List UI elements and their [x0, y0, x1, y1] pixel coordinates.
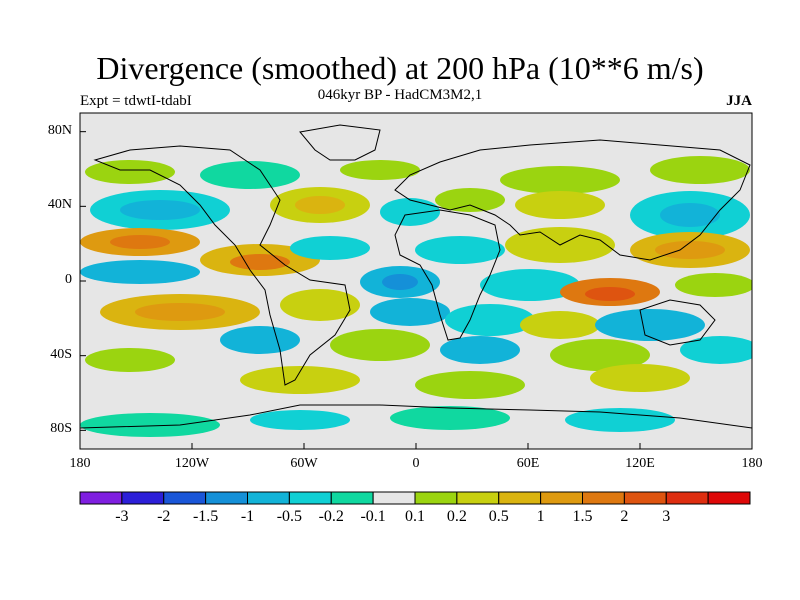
colorbar-label: 1: [536, 508, 545, 525]
lat-label: 40S: [50, 346, 72, 362]
lat-label: 80S: [50, 421, 72, 437]
colorbar-label: 1.5: [572, 508, 593, 525]
lon-label: 180: [741, 456, 763, 471]
lat-label: 0: [65, 272, 72, 287]
colorbar-label: -3: [115, 508, 129, 525]
colorbar-swatch: [665, 491, 709, 505]
coast-greenland: [299, 124, 381, 161]
colorbar-label: -1.5: [192, 508, 219, 525]
colorbar-label: 2: [620, 508, 629, 525]
colorbar-label: 3: [662, 508, 671, 525]
coast-antarctica: [80, 404, 752, 429]
coastlines: [80, 124, 752, 429]
colorbar-label: -1: [240, 508, 255, 525]
colorbar-swatch: [247, 491, 290, 505]
colorbar-label: 0.2: [446, 508, 467, 525]
colorbar-swatch: [414, 491, 458, 505]
lat-label: 80N: [47, 122, 72, 138]
map-title: Divergence (smoothed) at 200 hPa (10**6 …: [96, 50, 704, 86]
axis-ticks: [79, 131, 753, 449]
colorbar-swatch: [372, 491, 416, 505]
lat-label: 40N: [47, 197, 72, 213]
colorbar-swatch: [330, 491, 374, 505]
coast-africa: [394, 209, 501, 341]
lon-label: 180: [69, 456, 91, 471]
colorbar-label: -0.5: [276, 508, 303, 525]
colorbar-swatch: [582, 491, 625, 505]
colorbar-label: 0.5: [488, 508, 509, 525]
colorbar-label: -0.2: [318, 508, 344, 525]
lon-label: 60W: [290, 456, 318, 471]
map-field: [80, 113, 752, 449]
colorbar-label: -2: [157, 508, 171, 525]
lon-label: 120W: [174, 456, 210, 471]
map-subtitle: 046kyr BP - HadCM3M2,1: [317, 87, 483, 103]
lon-label: 120E: [625, 456, 655, 471]
colorbar-swatch: [623, 491, 667, 505]
lon-label: 60E: [516, 456, 540, 471]
field-blobs: [80, 156, 752, 437]
colorbar-swatch: [288, 491, 332, 505]
colorbar-swatch: [498, 491, 542, 505]
colorbar-swatch: [707, 491, 751, 505]
colorbar-swatch: [456, 491, 500, 505]
experiment-label: Expt = tdwtI-tdabI: [80, 93, 192, 109]
colorbar-swatch: [205, 491, 248, 505]
coast-eurasia: [394, 139, 751, 261]
coast-australia: [639, 299, 716, 346]
season-label: JJA: [726, 93, 752, 109]
colorbar-label: -0.1: [360, 508, 386, 525]
colorbar-swatch: [79, 491, 123, 505]
colorbar-label: 0.1: [405, 508, 425, 525]
colorbar-swatch: [540, 491, 583, 505]
colorbar: [79, 491, 751, 505]
coast-americas: [93, 145, 351, 386]
colorbar-swatch: [121, 491, 165, 505]
colorbar-swatch: [163, 491, 207, 505]
lon-label: 0: [412, 456, 420, 471]
